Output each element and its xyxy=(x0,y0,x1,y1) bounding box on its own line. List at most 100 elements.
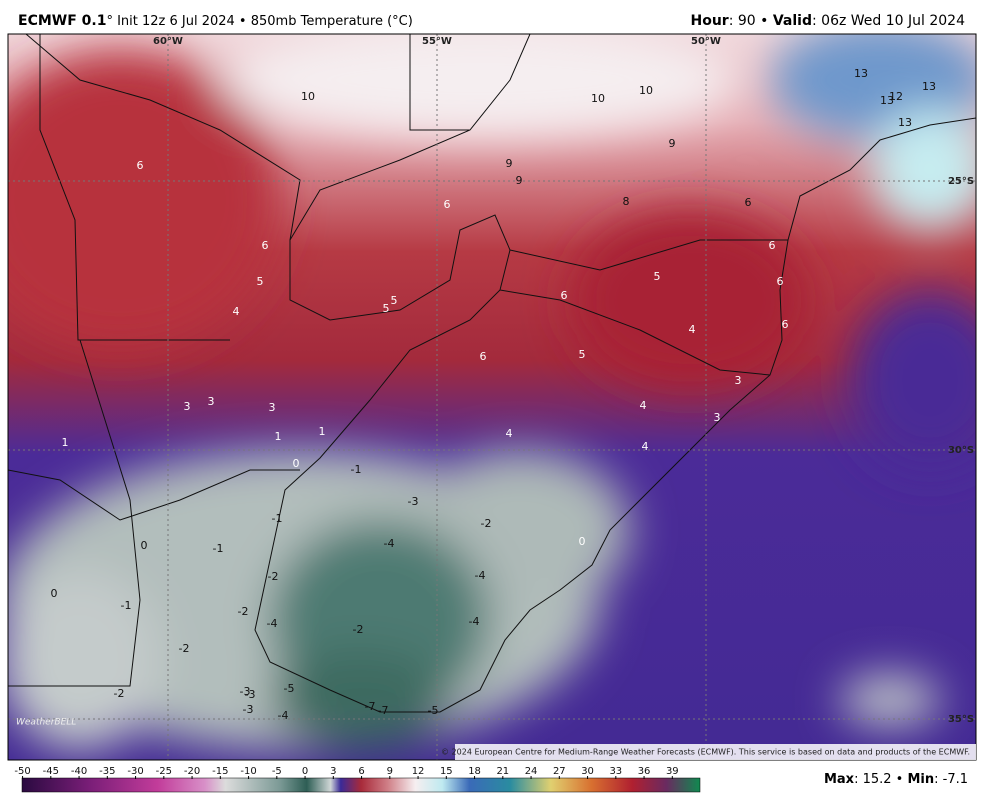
contour-label: 9 xyxy=(516,174,523,187)
contour-label: -1 xyxy=(213,542,224,555)
hour-label: Hour xyxy=(691,13,729,29)
contour-label: -3 xyxy=(408,495,419,508)
colorbar-tick-label: -50 xyxy=(14,766,30,777)
colorbar-tick-label: 39 xyxy=(666,766,679,777)
colorbar-tick-label: 33 xyxy=(609,766,622,777)
contour-label: 1 xyxy=(319,425,326,438)
colorbar-tick-label: -35 xyxy=(99,766,115,777)
contour-label: 3 xyxy=(269,401,276,414)
contour-label: 6 xyxy=(262,239,269,252)
title-desc: ° Init 12z 6 Jul 2024 • 850mb Temperatur… xyxy=(106,14,412,29)
lat-label: 30°S xyxy=(948,445,974,456)
contour-label: 6 xyxy=(745,196,752,209)
contour-label: 0 xyxy=(579,535,586,548)
contour-label: 13 xyxy=(880,94,894,107)
contour-label: -3 xyxy=(240,685,251,698)
contour-label: 3 xyxy=(184,400,191,413)
colorbar-tick-label: 0 xyxy=(302,766,308,777)
valid-info: Hour: 90 • Valid: 06z Wed 10 Jul 2024 xyxy=(691,13,966,29)
contour-label: 4 xyxy=(640,399,647,412)
colorbar-tick-label: 27 xyxy=(553,766,566,777)
contour-label: 13 xyxy=(854,67,868,80)
contour-label: -7 xyxy=(365,700,376,713)
contour-label: -4 xyxy=(267,617,278,630)
contour-label: 6 xyxy=(769,239,776,252)
contour-label: 5 xyxy=(579,348,586,361)
contour-label: -4 xyxy=(475,569,486,582)
contour-label: 0 xyxy=(141,539,148,552)
contour-label: 10 xyxy=(301,90,315,103)
contour-label: 4 xyxy=(233,305,240,318)
contour-label: 10 xyxy=(639,84,653,97)
contour-label: 6 xyxy=(777,275,784,288)
colorbar-tick-label: 3 xyxy=(330,766,336,777)
contour-label: -3 xyxy=(243,703,254,716)
copyright: © 2024 European Centre for Medium-Range … xyxy=(441,748,970,757)
contour-label: -2 xyxy=(353,623,364,636)
colorbar-tick-label: 24 xyxy=(525,766,538,777)
colorbar-tick-label: 18 xyxy=(468,766,481,777)
contour-label: -4 xyxy=(278,709,289,722)
colorbar-tick-label: 9 xyxy=(387,766,393,777)
contour-label: 0 xyxy=(293,457,300,470)
contour-label: 6 xyxy=(561,289,568,302)
contour-label: 9 xyxy=(669,137,676,150)
contour-label: -2 xyxy=(268,570,279,583)
contour-label: 6 xyxy=(782,318,789,331)
contour-label: -1 xyxy=(351,463,362,476)
contour-label: -5 xyxy=(284,682,295,695)
temperature-field xyxy=(8,34,976,760)
contour-label: 8 xyxy=(623,195,630,208)
valid-label: Valid xyxy=(773,13,812,29)
contour-label: 4 xyxy=(506,427,513,440)
min-label: Min xyxy=(907,772,934,787)
contour-label: 5 xyxy=(654,270,661,283)
colorbar-tick-label: -45 xyxy=(43,766,59,777)
lon-label: 55°W xyxy=(422,36,452,47)
contour-label: 5 xyxy=(383,302,390,315)
contour-label: 0 xyxy=(51,587,58,600)
contour-label: -5 xyxy=(428,704,439,717)
contour-label: -1 xyxy=(272,512,283,525)
colorbar-tick-label: -20 xyxy=(184,766,200,777)
colorbar-tick-label: 6 xyxy=(358,766,364,777)
contour-label: -2 xyxy=(238,605,249,618)
contour-label: -3 xyxy=(245,688,256,701)
contour-label: -2 xyxy=(481,517,492,530)
colorbar-tick-label: -40 xyxy=(71,766,87,777)
contour-label: 6 xyxy=(444,198,451,211)
contour-label: 3 xyxy=(714,411,721,424)
colorbar-tick-label: -10 xyxy=(240,766,256,777)
hour-value: : 90 • xyxy=(729,13,773,29)
title-model: ECMWF 0.1 xyxy=(18,13,106,29)
contour-label: -1 xyxy=(121,599,132,612)
logo: WeatherBELL xyxy=(16,718,76,728)
contour-label: 3 xyxy=(208,395,215,408)
colorbar xyxy=(21,777,701,793)
title: ECMWF 0.1° Init 12z 6 Jul 2024 • 850mb T… xyxy=(18,13,413,29)
colorbar-tick-label: 21 xyxy=(496,766,509,777)
contour-label: -4 xyxy=(469,615,480,628)
contour-label: 4 xyxy=(689,323,696,336)
valid-value: : 06z Wed 10 Jul 2024 xyxy=(812,13,965,29)
contour-label: 5 xyxy=(257,275,264,288)
contour-label: 9 xyxy=(506,157,513,170)
max-label: Max xyxy=(824,772,855,787)
contour-label: 6 xyxy=(137,159,144,172)
colorbar-tick-label: 12 xyxy=(412,766,425,777)
copyright-box xyxy=(455,744,976,760)
min-value: : -7.1 xyxy=(934,772,968,787)
contour-label: 5 xyxy=(391,294,398,307)
graticule xyxy=(8,34,976,760)
lon-label: 60°W xyxy=(153,36,183,47)
colorbar-tick-label: -25 xyxy=(156,766,172,777)
boundaries xyxy=(8,34,976,713)
contour-label: 13 xyxy=(898,116,912,129)
lat-label: 25°S xyxy=(948,176,974,187)
colorbar-tick-label: 15 xyxy=(440,766,453,777)
colorbar-tick-label: -5 xyxy=(272,766,282,777)
lat-label: 35°S xyxy=(948,714,974,725)
max-value: : 15.2 • xyxy=(854,772,907,787)
contour-label: -2 xyxy=(114,687,125,700)
